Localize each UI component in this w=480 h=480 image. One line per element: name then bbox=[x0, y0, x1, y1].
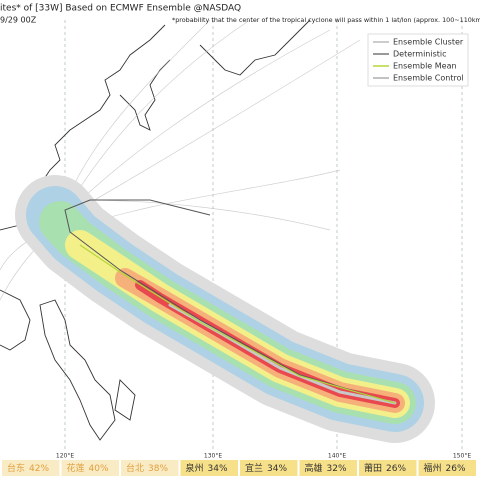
place-name: 泉州 bbox=[186, 462, 204, 474]
legend-label: Ensemble Mean bbox=[393, 62, 457, 71]
place-probability: 32% bbox=[327, 464, 347, 474]
place-probability: 26% bbox=[446, 464, 466, 474]
place-box bbox=[240, 460, 298, 476]
place-box bbox=[180, 460, 238, 476]
place-name: 台北 bbox=[126, 462, 144, 474]
place-box bbox=[418, 460, 476, 476]
longitude-label: 140°E bbox=[328, 453, 346, 460]
ensemble-mean-track bbox=[79, 244, 396, 404]
place-box bbox=[359, 460, 417, 476]
deterministic-track bbox=[64, 199, 396, 404]
place-name: 福州 bbox=[424, 462, 442, 474]
init-time: 9/29 00Z bbox=[0, 16, 37, 25]
place-probability: 34% bbox=[267, 464, 287, 474]
place-name: 宜兰 bbox=[245, 462, 263, 474]
place-probability: 38% bbox=[148, 464, 168, 474]
place-name: 高雄 bbox=[305, 462, 323, 474]
note: *probability that the center of the trop… bbox=[172, 16, 480, 24]
place-name: 花莲 bbox=[67, 462, 85, 474]
place-probability: 34% bbox=[208, 464, 228, 474]
place-probability: 42% bbox=[29, 464, 49, 474]
legend-label: Ensemble Cluster bbox=[393, 38, 464, 47]
title: ites* of [33W] Based on ECMWF Ensemble @… bbox=[0, 4, 241, 14]
place-box bbox=[121, 460, 179, 476]
place-probability: 26% bbox=[386, 464, 406, 474]
place-bar: 台东 42% 花莲 40% 台北 38% 泉州 34% 宜兰 34% 高雄 32% 莆田 26% 福州 26% bbox=[2, 460, 476, 476]
longitude-label: 130°E bbox=[204, 453, 222, 460]
place-box bbox=[2, 460, 60, 476]
place-name: 莆田 bbox=[364, 462, 382, 474]
longitude-label: 120°E bbox=[56, 453, 74, 460]
longitude-label: 150°E bbox=[453, 453, 471, 460]
place-box bbox=[61, 460, 119, 476]
legend-label: Deterministic bbox=[393, 50, 447, 59]
place-box bbox=[299, 460, 357, 476]
legend: Ensemble Cluster Deterministic Ensemble … bbox=[367, 33, 469, 87]
place-probability: 40% bbox=[89, 464, 109, 474]
legend-label: Ensemble Control bbox=[393, 74, 464, 83]
place-name: 台东 bbox=[7, 462, 25, 474]
